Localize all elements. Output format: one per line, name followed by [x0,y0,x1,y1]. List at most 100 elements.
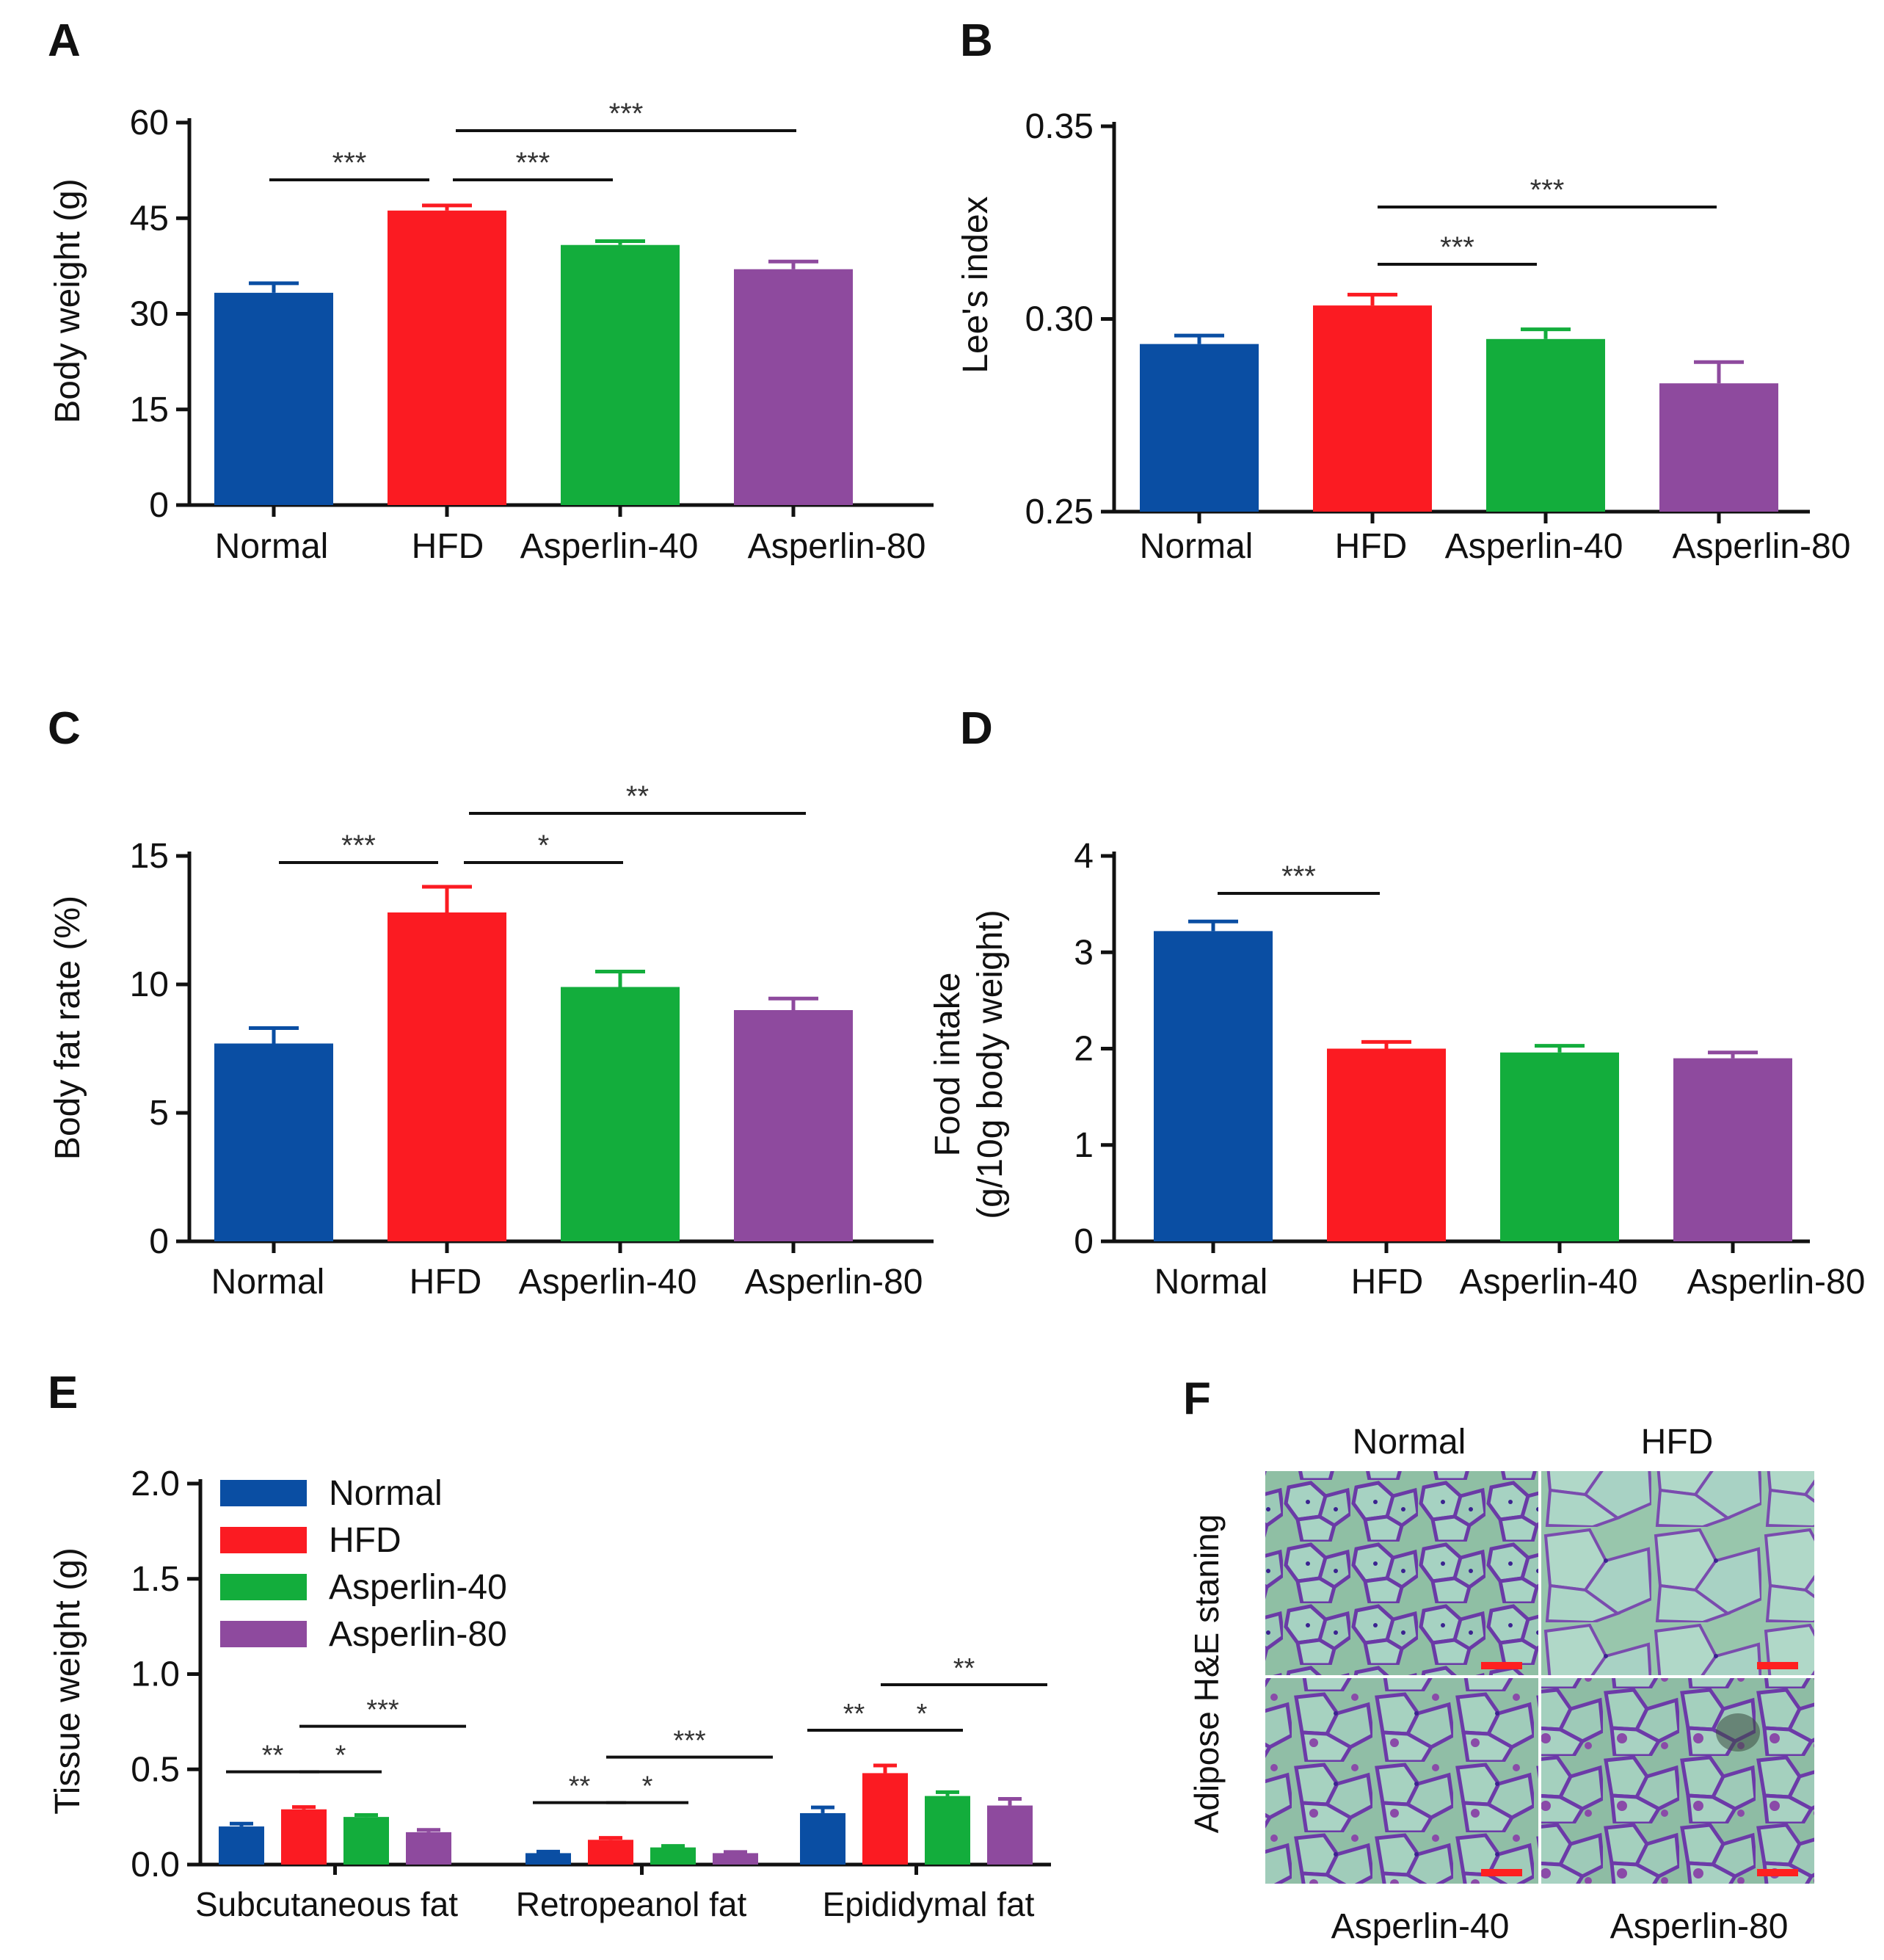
y-tick-label: 1 [1074,1126,1094,1165]
legend-swatch-normal [220,1480,307,1506]
panel-a: A 0 15 30 45 60 Body weight (g) Normal HFD Asperl… [48,15,934,566]
x-tick-label: HFD [1351,1263,1424,1302]
y-axis-label: Body weight (g) [48,178,87,424]
bar-asperlin-40 [650,1847,696,1865]
histology-label-normal: Normal [1353,1423,1466,1462]
bar-normal [800,1812,845,1865]
x-tick-label: Asperlin-40 [520,527,699,566]
x-tick-label: HFD [1335,527,1408,566]
bar-asperlin-80 [406,1832,451,1865]
significance-marker: *** [673,1726,706,1757]
scale-bar [1481,1869,1522,1876]
significance-marker: ** [626,780,649,813]
histology-image-asperlin-40 [1265,1678,1538,1884]
histology-artifact-shadow [1716,1713,1760,1752]
bar-hfd [588,1840,633,1865]
significance-marker: *** [1281,860,1316,893]
significance-marker: * [642,1771,653,1802]
histology-label-asperlin-40: Asperlin-40 [1331,1907,1510,1946]
bar-asperlin-40 [561,244,680,505]
bar-hfd [281,1809,327,1865]
x-tick-label: Asperlin-80 [1673,527,1851,566]
bar-asperlin-40 [925,1796,970,1865]
significance-marker: ** [843,1699,865,1729]
y-axis-label: (g/10g body weight) [971,910,1010,1219]
panel-b: B 0.25 0.30 0.35 Lee's index Normal HFD Asperli… [956,15,1850,566]
panel-e: E 0.0 0.5 1.0 1.5 2.0 Tissue weight (g) Subcuta… [48,1368,1051,1923]
x-tick-label: Retropeanol fat [516,1885,747,1923]
y-tick-label: 0.30 [1025,300,1094,339]
x-tick-label: Subcutaneous fat [195,1885,458,1923]
significance-marker: *** [332,147,367,179]
bar-asperlin-80 [713,1853,758,1865]
x-tick-label: Normal [1140,527,1254,566]
y-tick-label: 10 [130,965,169,1004]
y-tick-label: 15 [130,837,169,876]
bar-normal [525,1853,571,1865]
bar-hfd [388,912,506,1241]
x-tick-label: Asperlin-40 [1460,1263,1638,1302]
significance-marker: * [335,1741,346,1771]
bar-normal [219,1826,264,1865]
significance-marker: * [538,830,550,862]
y-tick-label: 4 [1074,837,1094,876]
y-tick-label: 1.0 [131,1655,180,1694]
significance-marker: *** [341,830,376,862]
histology-image-asperlin-80 [1541,1678,1814,1884]
bar-asperlin-80 [734,1010,853,1241]
y-tick-label: 30 [130,295,169,334]
histology-grid-line-horizontal [1265,1675,1814,1678]
histology-label-asperlin-80: Asperlin-80 [1610,1907,1789,1946]
significance-marker: * [917,1699,928,1729]
x-tick-label: HFD [410,1263,482,1302]
y-axis-label: Body fat rate (%) [48,896,87,1160]
y-tick-label: 5 [149,1094,169,1133]
bar-asperlin-40 [343,1817,389,1865]
panel-c: C 0 5 10 15 Body fat rate (%) Normal HFD Asperli… [48,703,934,1302]
y-tick-label: 45 [130,199,169,238]
y-tick-label: 0 [1074,1222,1094,1261]
legend-label: Asperlin-40 [329,1568,507,1607]
x-tick-label: Asperlin-80 [1687,1263,1866,1302]
panel-label-c: C [48,703,81,754]
bar-normal [214,1043,333,1241]
legend-swatch-hfd [220,1527,307,1553]
panel-d: D 0 1 2 3 4 Food intake (g/10g body weight) Norm… [928,703,1865,1302]
x-tick-label: Normal [1154,1263,1268,1302]
panel-f: F Adipose H&E staning Normal HFD Asperli… [1183,1373,1814,1946]
bar-normal [1154,931,1273,1241]
x-tick-label: Asperlin-40 [1445,527,1623,566]
y-axis-label: Food intake [928,973,967,1157]
x-tick-label: Asperlin-40 [519,1263,697,1302]
significance-marker: *** [609,98,644,130]
histology-image-hfd [1541,1471,1814,1675]
bar-asperlin-40 [1500,1052,1619,1241]
bar-asperlin-80 [1659,383,1778,512]
y-tick-label: 0.0 [131,1845,180,1884]
bar-asperlin-80 [734,269,853,505]
bar-hfd [862,1773,908,1865]
legend-label: Normal [329,1474,443,1513]
y-tick-label: 60 [130,104,169,142]
y-tick-label: 0.25 [1025,493,1094,531]
x-tick-label: Epididymal fat [823,1885,1035,1923]
bar-normal [214,292,333,505]
legend-label: Asperlin-80 [329,1615,507,1654]
y-tick-label: 2 [1074,1030,1094,1069]
histology-image-normal [1265,1471,1538,1675]
panel-label-e: E [48,1368,78,1418]
y-tick-label: 0 [149,1222,169,1261]
bar-asperlin-80 [1673,1058,1792,1241]
y-tick-label: 0.35 [1025,107,1094,146]
bar-normal [1140,344,1259,512]
significance-marker: *** [516,147,550,179]
x-tick-label: Asperlin-80 [745,1263,923,1302]
y-tick-label: 2.0 [131,1464,180,1503]
bar-asperlin-40 [1486,338,1605,512]
x-tick-label: Normal [211,1263,325,1302]
significance-marker: ** [569,1771,591,1802]
significance-marker: *** [366,1695,399,1726]
significance-marker: *** [1440,231,1474,264]
significance-marker: *** [1530,174,1565,206]
